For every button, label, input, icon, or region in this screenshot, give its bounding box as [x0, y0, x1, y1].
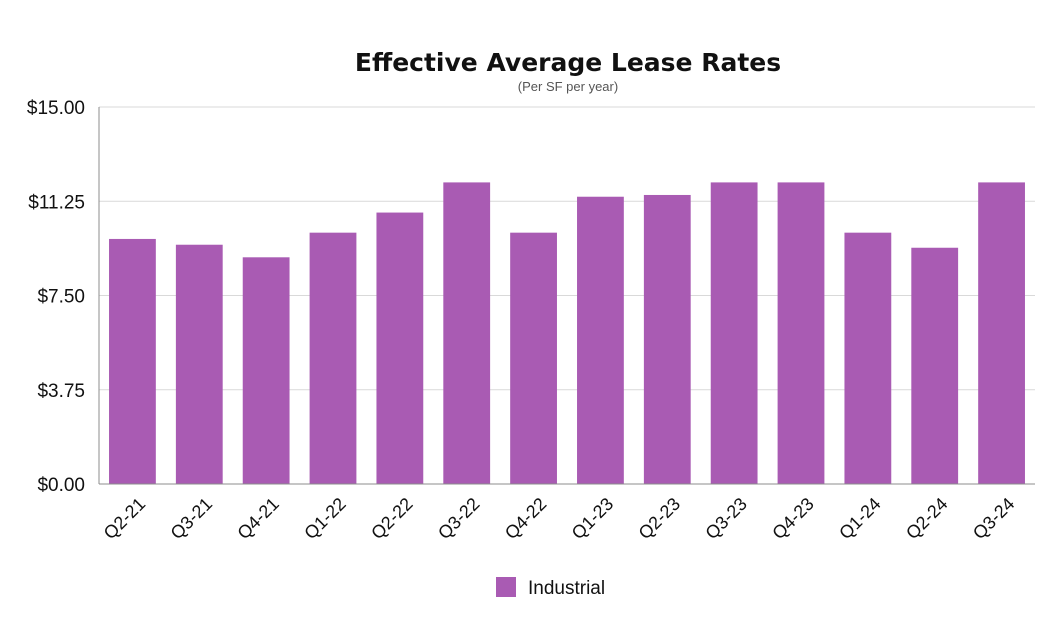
y-tick-label: $0.00 — [37, 475, 85, 496]
x-tick-label: Q1-22 — [300, 494, 350, 544]
bar — [710, 182, 758, 484]
axes — [98, 107, 1035, 485]
y-axis-ticks: $0.00 $3.75 $7.50 $11.25 $15.00 — [27, 98, 85, 496]
bar — [911, 247, 959, 484]
x-tick-label: Q3-21 — [167, 494, 217, 544]
x-tick-label: Q4-22 — [501, 494, 551, 544]
x-tick-label: Q2-22 — [367, 494, 417, 544]
y-tick-label: $3.75 — [37, 381, 85, 402]
bar — [978, 182, 1025, 484]
x-tick-label: Q3-24 — [969, 494, 1019, 544]
x-tick-label: Q1-24 — [835, 494, 885, 544]
y-tick-label: $11.25 — [28, 192, 85, 213]
y-tick-label: $15.00 — [27, 98, 85, 119]
x-tick-label: Q2-24 — [902, 494, 952, 544]
bar — [175, 244, 223, 484]
bar — [443, 182, 491, 484]
bar — [376, 212, 424, 484]
x-axis-ticks: Q2-21 Q3-21 Q4-21 Q1-22 Q2-22 Q3-22 Q4-22 Q1-23… — [100, 494, 1019, 544]
gridlines — [99, 106, 1035, 391]
legend-swatch-industrial — [496, 577, 516, 597]
bar — [510, 232, 557, 484]
legend: Industrial — [496, 577, 605, 599]
chart-title: Effective Average Lease Rates — [355, 48, 781, 77]
chart-subtitle: (Per SF per year) — [518, 79, 618, 94]
bar — [242, 257, 290, 484]
bar — [109, 238, 156, 484]
bar — [777, 182, 825, 484]
bar — [577, 196, 624, 484]
bars — [109, 182, 1025, 484]
bar — [309, 232, 357, 484]
x-tick-label: Q2-21 — [100, 494, 150, 544]
x-tick-label: Q1-23 — [568, 494, 618, 544]
bar — [643, 194, 691, 484]
y-tick-label: $7.50 — [37, 287, 85, 308]
x-tick-label: Q3-22 — [434, 494, 484, 544]
x-tick-label: Q4-23 — [768, 494, 818, 544]
x-tick-label: Q2-23 — [635, 494, 685, 544]
x-tick-label: Q4-21 — [233, 494, 283, 544]
legend-label-industrial: Industrial — [528, 578, 605, 599]
bar — [844, 232, 892, 484]
x-tick-label: Q3-23 — [701, 494, 751, 544]
